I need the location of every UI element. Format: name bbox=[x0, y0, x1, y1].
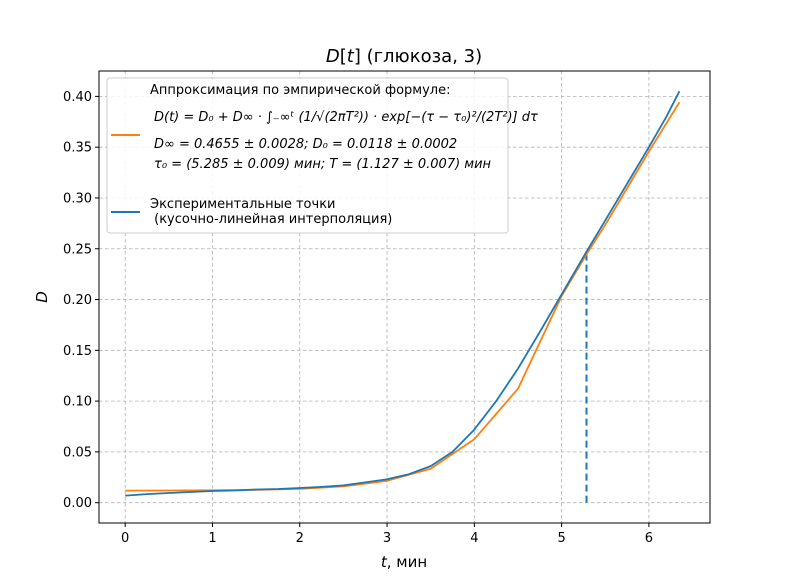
x-axis-ticks: 0 1 2 3 4 5 6 bbox=[121, 523, 653, 546]
x-tick-label: 1 bbox=[208, 531, 216, 546]
x-tick-label: 2 bbox=[296, 531, 304, 546]
axes-frame bbox=[98, 70, 711, 524]
y-axis-label: D bbox=[33, 291, 51, 303]
legend-fit-params-tau: τ₀ = (5.285 ± 0.009) мин; T = (1.127 ± 0… bbox=[154, 157, 492, 172]
y-tick-label: 0.05 bbox=[63, 445, 92, 460]
x-tick-label: 4 bbox=[470, 531, 478, 546]
y-tick-label: 0.00 bbox=[63, 496, 92, 511]
x-tick-label: 5 bbox=[557, 531, 565, 546]
y-tick-label: 0.35 bbox=[63, 141, 92, 156]
legend: Аппроксимация по эмпирической формуле: D… bbox=[106, 77, 538, 234]
legend-fit-heading: Аппроксимация по эмпирической формуле: bbox=[150, 83, 450, 98]
y-axis-ticks: 0.00 0.05 0.10 0.15 0.20 0.25 0.30 0.35 0.40 bbox=[63, 90, 99, 511]
x-tick-label: 6 bbox=[645, 531, 653, 546]
x-tick-label: 0 bbox=[121, 531, 129, 546]
legend-box bbox=[106, 77, 509, 234]
y-tick-label: 0.20 bbox=[63, 293, 92, 308]
chart-title: D[t] (глюкоза, 3) bbox=[326, 46, 482, 67]
x-tick-label: 3 bbox=[383, 531, 391, 546]
x-axis-label: t, мин bbox=[381, 553, 427, 571]
legend-experimental-line2: (кусочно-линейная интерполяция) bbox=[150, 212, 392, 227]
experimental-curve bbox=[125, 90, 681, 497]
y-tick-label: 0.25 bbox=[63, 242, 92, 257]
y-tick-label: 0.10 bbox=[63, 395, 92, 410]
legend-fit-params-d: D∞ = 0.4655 ± 0.0028; D₀ = 0.0118 ± 0.00… bbox=[154, 137, 457, 152]
y-tick-label: 0.15 bbox=[63, 344, 92, 359]
legend-fit-formula: D(t) = D₀ + D∞ · ∫₋∞ᵗ (1/√(2πT²)) · exp[… bbox=[154, 110, 538, 125]
y-tick-label: 0.40 bbox=[63, 90, 92, 105]
y-tick-label: 0.30 bbox=[63, 191, 92, 206]
legend-experimental-line1: Экспериментальные точки bbox=[150, 197, 336, 212]
plot-area bbox=[125, 90, 681, 503]
